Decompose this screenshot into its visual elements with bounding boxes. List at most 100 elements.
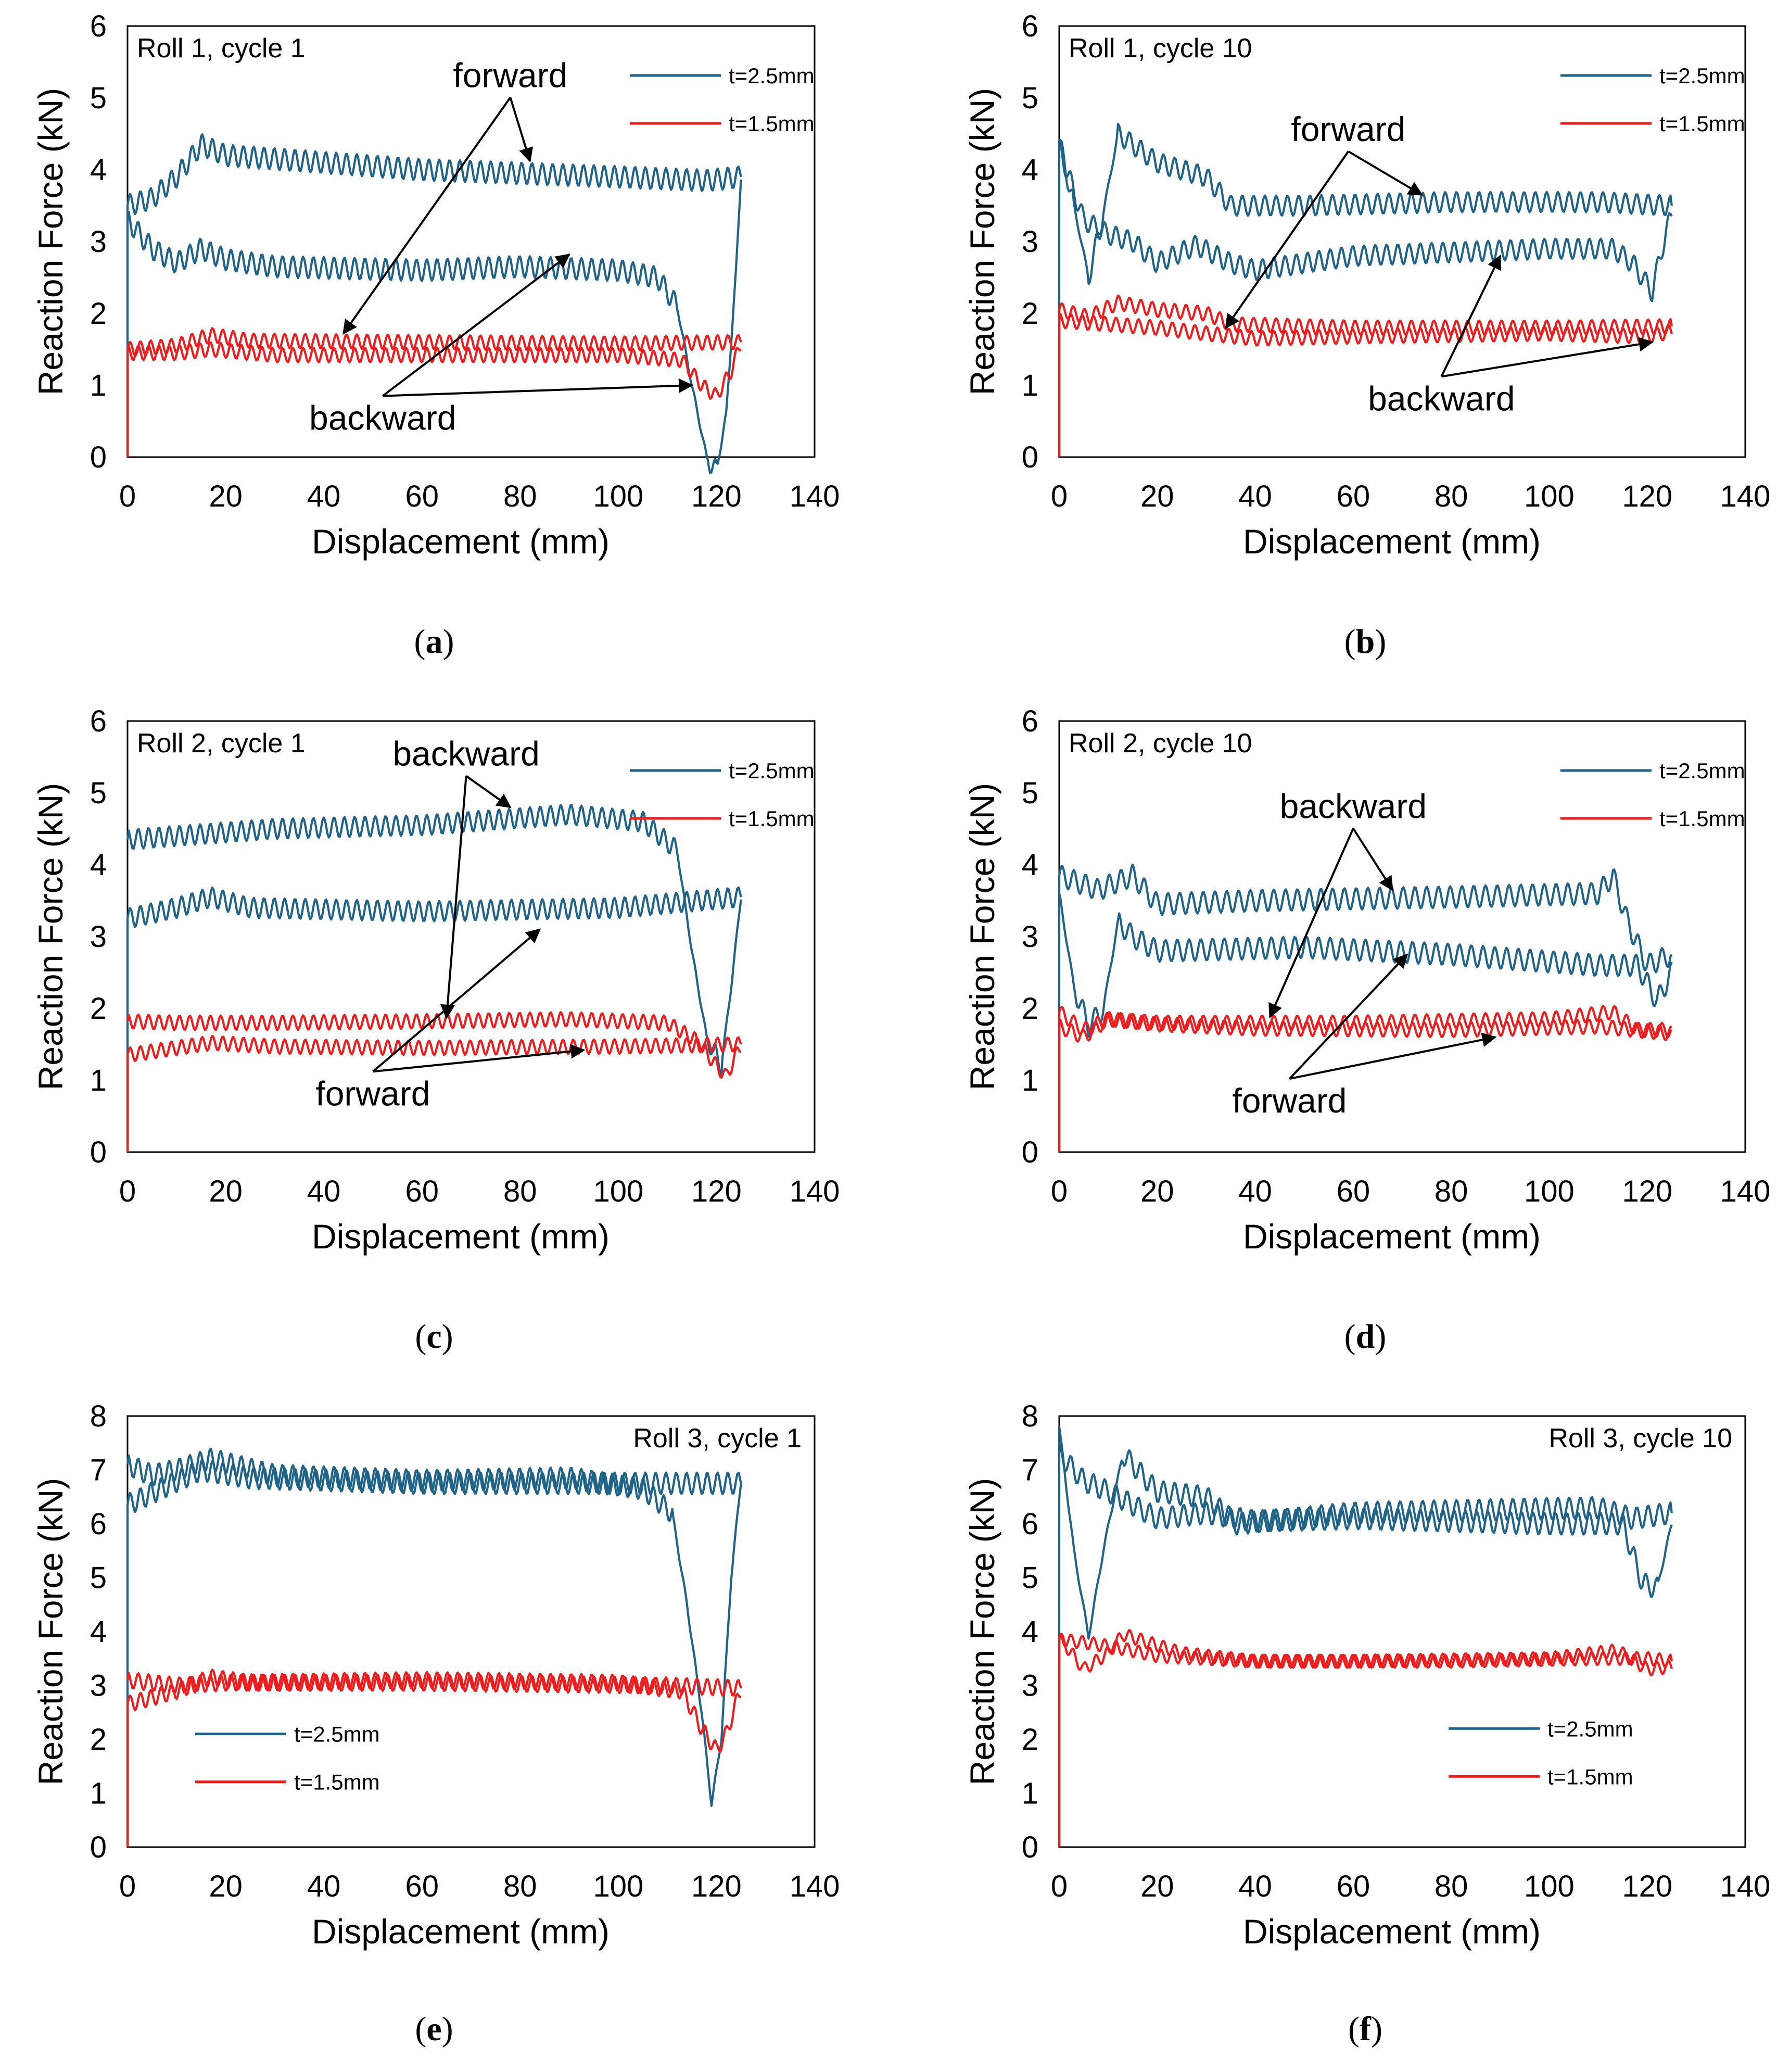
y-tick-label: 2 — [1022, 992, 1038, 1026]
y-tick-label: 7 — [1022, 1454, 1038, 1487]
y-tick-label: 5 — [1022, 776, 1038, 810]
x-tick-label: 100 — [1524, 1869, 1575, 1903]
series-line-backward — [1058, 313, 1673, 347]
chart-panel-e: 0 20 40 60 80 100 120 140 0 1 2 3 4 5 6 7 8 Displacement … — [31, 1399, 840, 1951]
y-axis-label: Reaction Force (kN) — [31, 783, 70, 1091]
x-tick-label: 40 — [1238, 479, 1272, 513]
panel-title: Roll 1, cycle 10 — [1069, 33, 1252, 64]
series-line-forward — [126, 886, 742, 1152]
annotation-arrow — [1289, 953, 1408, 1080]
legend-label: t=1.5mm — [729, 111, 815, 136]
y-tick-label: 6 — [1022, 9, 1038, 43]
x-tick-label: 40 — [1238, 1869, 1272, 1903]
y-tick-label: 3 — [90, 920, 107, 954]
y-axis-label: Reaction Force (kN) — [963, 1478, 1001, 1786]
chart-panel-b: 0 20 40 60 80 100 120 140 0 1 2 3 4 5 6 Displacement (m… — [963, 9, 1770, 561]
series-line-forward — [1058, 294, 1673, 457]
panel-title: Roll 1, cycle 1 — [137, 33, 306, 64]
y-tick-label: 5 — [90, 81, 107, 115]
panel-title: Roll 2, cycle 10 — [1069, 728, 1252, 759]
caption-b: (b) — [1344, 623, 1387, 661]
x-tick-label: 60 — [1337, 1174, 1370, 1208]
y-tick-label: 2 — [1022, 1723, 1038, 1757]
series-t25 — [1058, 123, 1673, 457]
x-tick-label: 60 — [405, 1869, 439, 1903]
series-line-backward — [126, 341, 742, 400]
series-line-forward — [1058, 123, 1673, 457]
x-tick-label: 120 — [691, 1174, 742, 1208]
series-line-backward — [1058, 1012, 1672, 1043]
series-line-forward — [126, 1458, 742, 1847]
legend-label: t=1.5mm — [1659, 806, 1745, 831]
legend-label: t=1.5mm — [1659, 111, 1745, 136]
legend-label: t=1.5mm — [729, 806, 815, 831]
x-tick-label: 100 — [593, 1174, 643, 1208]
series-t15 — [1058, 1005, 1673, 1152]
x-tick-label: 40 — [307, 1869, 341, 1903]
y-tick-label: 4 — [90, 1615, 107, 1649]
annotation-arrow — [1440, 255, 1502, 377]
y-tick-label: 3 — [1022, 1669, 1038, 1703]
plot-frame — [1058, 720, 1746, 1153]
annotation-arrow — [373, 1044, 586, 1073]
y-tick-label: 2 — [90, 297, 107, 331]
series-line-backward — [126, 179, 742, 475]
y-tick-label: 3 — [90, 1669, 107, 1703]
x-tick-label: 40 — [1238, 1174, 1272, 1208]
annotation-text: backward — [1368, 379, 1515, 418]
x-tick-label: 40 — [307, 1174, 341, 1208]
legend-label: t=2.5mm — [1547, 1716, 1633, 1741]
annotation-arrow — [1441, 337, 1654, 378]
annotation-arrow — [383, 378, 694, 397]
y-tick-label: 2 — [1022, 297, 1038, 331]
x-tick-label: 40 — [307, 479, 341, 513]
annotation-arrow — [509, 97, 534, 163]
x-tick-label: 60 — [1337, 479, 1370, 513]
series-t15 — [126, 327, 742, 457]
series-line-forward — [126, 327, 742, 457]
y-tick-label: 5 — [90, 1561, 107, 1595]
series-line-forward — [126, 1034, 742, 1152]
y-axis-label: Reaction Force (kN) — [963, 88, 1001, 396]
chart-panel-f: 0 20 40 60 80 100 120 140 0 1 2 3 4 5 6 7 8 Displacement … — [963, 1399, 1770, 1951]
annotation-text: backward — [309, 399, 456, 437]
y-axis-label: Reaction Force (kN) — [963, 783, 1001, 1091]
x-tick-label: 20 — [1140, 1869, 1174, 1903]
annotation-text: backward — [1280, 787, 1427, 825]
y-tick-label: 2 — [90, 992, 107, 1026]
series-line-backward — [126, 1448, 742, 1807]
y-tick-label: 3 — [1022, 920, 1038, 954]
x-axis-label: Displacement (mm) — [1243, 1912, 1541, 1951]
legend-label: t=2.5mm — [1659, 759, 1745, 783]
series-line-forward — [126, 1669, 742, 1847]
y-tick-label: 4 — [1022, 1615, 1038, 1649]
x-tick-label: 140 — [790, 1869, 840, 1903]
x-tick-label: 0 — [119, 1869, 136, 1903]
y-tick-label: 4 — [90, 848, 107, 882]
y-tick-label: 0 — [90, 440, 107, 474]
x-tick-label: 20 — [209, 479, 243, 513]
y-axis-label: Reaction Force (kN) — [31, 1478, 70, 1786]
series-t25 — [126, 804, 742, 1152]
x-tick-label: 0 — [119, 479, 136, 513]
y-tick-label: 5 — [1022, 81, 1038, 115]
y-tick-label: 6 — [90, 9, 107, 43]
x-tick-label: 140 — [790, 1174, 840, 1208]
x-tick-label: 60 — [405, 479, 439, 513]
y-tick-label: 1 — [90, 369, 107, 402]
series-line-backward — [1058, 1633, 1673, 1676]
legend-label: t=2.5mm — [1659, 64, 1745, 88]
x-axis-label: Displacement (mm) — [312, 522, 610, 561]
x-tick-label: 80 — [503, 479, 537, 513]
caption-d: (d) — [1344, 1318, 1387, 1356]
y-tick-label: 1 — [90, 1064, 107, 1097]
y-tick-label: 4 — [90, 153, 107, 187]
annotation-arrow — [1348, 150, 1424, 196]
series-line-backward — [1058, 141, 1673, 302]
series-line-forward — [1058, 863, 1673, 1152]
x-tick-label: 60 — [405, 1174, 439, 1208]
annotation-text: backward — [392, 735, 539, 773]
x-tick-label: 120 — [1622, 1174, 1672, 1208]
panel-title: Roll 3, cycle 1 — [633, 1423, 802, 1454]
